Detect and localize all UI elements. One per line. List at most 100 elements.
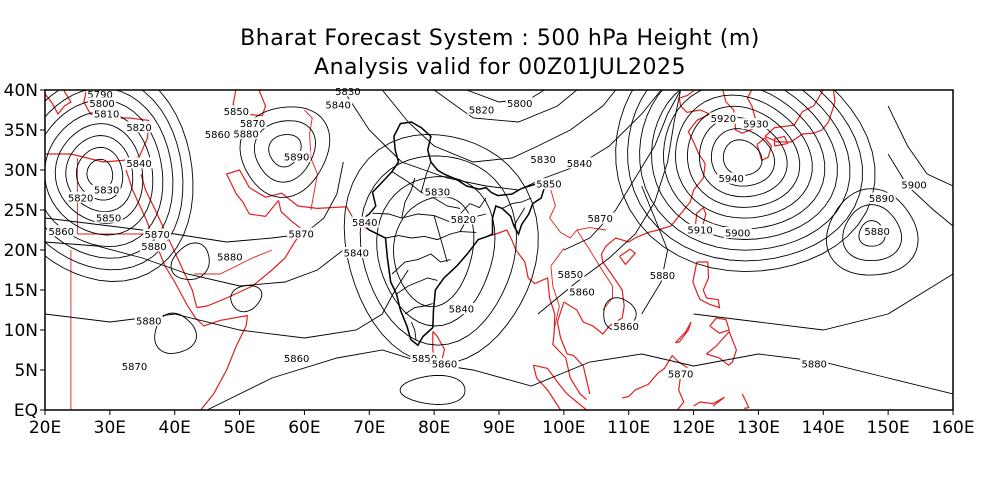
title-line-1: Bharat Forecast System : 500 hPa Height …: [240, 26, 760, 51]
contour-label-bg: [203, 128, 232, 140]
contour-label: 5870: [288, 229, 313, 240]
contour-wpac-ring-1: [842, 204, 903, 262]
contour-label: 5880: [136, 317, 161, 328]
contour-label-bg: [410, 352, 439, 364]
contour-label: 5920: [711, 114, 736, 125]
contour-label-bg: [467, 103, 496, 115]
contour-label-bg: [88, 97, 117, 109]
coastline-halmahera: [741, 393, 750, 409]
contour-label: 5890: [284, 153, 309, 164]
contour-label-bg: [66, 191, 95, 203]
contour-label: 5820: [469, 105, 494, 116]
contour-somalia-ring: [154, 312, 197, 354]
contour-label: 5840: [449, 305, 474, 316]
coastline-borneo-north: [622, 354, 690, 410]
border-myanmar-thailand-border: [550, 248, 565, 331]
border-laos-vietnam-border: [576, 229, 613, 311]
contour-label: 5850: [536, 180, 561, 191]
contour-label-bg: [449, 213, 478, 225]
coastline-gulf-of-aden-coast: [196, 200, 304, 309]
lat-tick-label: 20N: [4, 241, 38, 261]
coastline-luzon: [692, 261, 721, 309]
lon-tick-label: 30E: [94, 418, 126, 438]
coastline-japan-shikoku: [774, 135, 789, 147]
lon-tick-label: 100E: [542, 418, 585, 438]
contour-label: 5880: [864, 227, 889, 238]
contour-label-bg: [586, 212, 615, 224]
lon-tick-label: 40E: [159, 418, 191, 438]
contour-turkey-low-ring-1: [75, 146, 124, 201]
contour-label: 5850: [558, 270, 583, 281]
contour-pacific-high-ring-4: [675, 94, 813, 219]
lon-tick-label: 110E: [607, 418, 650, 438]
coastline-japan-honshu: [764, 90, 836, 143]
contour-pacific-high-ring-6: [651, 90, 838, 240]
contour-turkey-low-ring-3: [54, 123, 144, 224]
contour-turkey-low-ring-4: [45, 111, 154, 236]
contour-label: 5840: [126, 159, 151, 170]
contour-label-bg: [120, 360, 149, 372]
axis-ticks: 20E 30E 40E 50E 60E 70E 80E 90E 100E 110E 120E 130E…: [4, 81, 975, 438]
contour-label-bg: [47, 225, 76, 237]
contour-label-bg: [717, 172, 746, 184]
contour-turkey-low-ring-6: [45, 90, 174, 259]
contour-pacific-high-ring-9: [615, 90, 876, 273]
contour-5850-north: [342, 90, 662, 191]
india-state-boundary-1: [372, 212, 461, 223]
contour-label-bg: [430, 358, 459, 370]
contour-india-low-ring-3: [343, 133, 539, 365]
contour-label-bg: [143, 228, 172, 240]
contour-label: 5930: [743, 120, 768, 131]
coastline-mindanao: [706, 330, 738, 366]
contour-label: 5870: [240, 119, 265, 130]
contour-label: 5870: [144, 230, 169, 241]
contour-label-bg: [232, 127, 261, 139]
lon-tick-label: 20E: [29, 418, 61, 438]
contour-5900-pacific: [887, 105, 953, 187]
contour-5880-pacific: [693, 273, 953, 331]
contour-label-bg: [648, 269, 677, 281]
lon-tick-label: 130E: [737, 418, 780, 438]
contour-label-bg: [238, 117, 267, 129]
contour-label: 5820: [126, 123, 151, 134]
lat-tick-label: EQ: [14, 401, 38, 421]
contour-label: 5870: [587, 214, 612, 225]
india-state-boundary-7: [420, 161, 432, 193]
contour-5880-west: [45, 241, 344, 287]
lat-tick-label: 5N: [14, 361, 38, 381]
contour-label: 5840: [325, 101, 350, 112]
contour-turkey-low-ring-7: [45, 90, 184, 271]
contour-label-bg: [565, 157, 594, 169]
contour-turkey-low-ring-8: [45, 90, 194, 282]
lon-tick-label: 120E: [672, 418, 715, 438]
contour-label-bg: [125, 121, 154, 133]
coastline-aral-lake: [292, 42, 311, 54]
contour-iran-high-ring-1: [253, 120, 316, 183]
lon-tick-label: 150E: [867, 418, 910, 438]
contour-label: 5820: [451, 215, 476, 226]
contour-pacific-high-ring-1: [710, 128, 776, 187]
coastline-horn-of-africa-coast: [195, 314, 249, 410]
contour-label-bg: [612, 320, 641, 332]
contour-arabia-ring-a: [170, 242, 210, 280]
contour-label-bg: [867, 192, 896, 204]
contour-pacific-high-ring-2: [698, 116, 788, 198]
contour-label-bg: [86, 88, 115, 100]
contour-5860-south: [206, 349, 953, 410]
map-title: Bharat Forecast System : 500 hPa Height …: [0, 24, 1000, 82]
contour-label-bg: [900, 179, 929, 190]
coastline-sulawesi-north: [693, 396, 726, 407]
contour-label: 5820: [68, 193, 93, 204]
contour-label: 5860: [48, 227, 73, 238]
contour-5890-pacific: [887, 153, 953, 227]
contour-wpac-ring-0: [858, 220, 886, 247]
contour-pacific-high-ring-7: [639, 90, 851, 251]
contour-label-bg: [342, 247, 371, 258]
contour-5840-north: [381, 90, 617, 163]
india-outline: [358, 121, 546, 347]
contour-label: 5860: [432, 360, 457, 371]
contour-label: 5840: [352, 218, 377, 229]
contour-label: 5870: [122, 362, 147, 373]
contour-label: 5830: [94, 185, 119, 196]
contour-label-bg: [800, 358, 829, 370]
